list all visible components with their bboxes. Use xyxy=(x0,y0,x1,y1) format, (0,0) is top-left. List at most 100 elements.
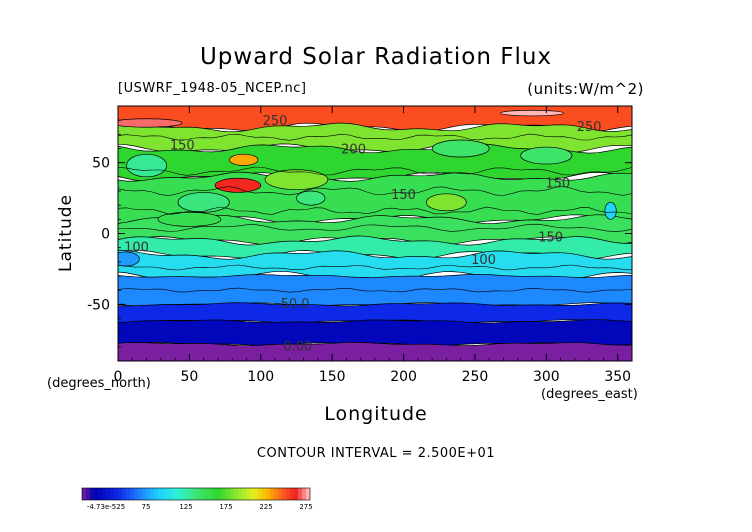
colorbar-tick-label: -4.73e-525 xyxy=(87,503,125,511)
x-tick-label: 300 xyxy=(533,369,560,385)
heatmap-feature xyxy=(431,139,490,158)
colorbar-tick-label: 175 xyxy=(219,503,232,511)
colorbar-swatch xyxy=(194,488,199,500)
x-tick-label: 150 xyxy=(319,369,346,385)
heatmap-feature xyxy=(604,201,617,220)
contour-label: 250 xyxy=(577,120,602,135)
y-tick-label: 0 xyxy=(101,227,110,243)
colorbar-swatch xyxy=(182,488,187,500)
heatmap-feature xyxy=(426,193,467,212)
colorbar-swatch xyxy=(146,488,151,500)
contour-label: 100 xyxy=(124,240,149,255)
colorbar-swatch xyxy=(234,488,239,500)
heatmap-feature xyxy=(126,153,167,178)
heatmap-feature xyxy=(264,169,329,190)
x-tick-label: 200 xyxy=(390,369,417,385)
colorbar-swatch xyxy=(114,488,119,500)
colorbar-swatch xyxy=(118,488,123,500)
contour-label: 0.00 xyxy=(283,339,312,354)
y-tick-label: 50 xyxy=(92,156,110,172)
heatmap-band xyxy=(118,122,632,154)
x-axis-label: Longitude xyxy=(324,403,428,425)
colorbar-swatch xyxy=(134,488,139,500)
contour-line xyxy=(118,166,632,176)
x-unit-label: (degrees_east) xyxy=(541,387,638,402)
colorbar-swatch xyxy=(290,488,295,500)
colorbar-swatch xyxy=(270,488,275,500)
contour-interval-text: CONTOUR INTERVAL = 2.500E+01 xyxy=(256,446,496,461)
heatmap-feature xyxy=(500,109,564,117)
axes: 0 50 100 150 200 250 300 350 -50 0 50 xyxy=(87,106,632,385)
file-label: [USWRF_1948-05_NCEP.nc] xyxy=(118,81,307,96)
x-tick-label: 50 xyxy=(180,369,198,385)
contour-label: 250 xyxy=(263,114,288,129)
colorbar-frame xyxy=(81,487,311,501)
heatmap-feature xyxy=(177,192,230,213)
colorbar-swatch xyxy=(122,488,127,500)
x-tick-label: 250 xyxy=(462,369,489,385)
y-axis-label: Latitude xyxy=(56,194,76,272)
colorbar-swatch xyxy=(170,488,175,500)
colorbar-swatch xyxy=(162,488,167,500)
contour-labels: 250 250 150 200 150 150 150 100 100 50.0 0.00 xyxy=(124,114,601,354)
heatmap-feature xyxy=(229,153,259,166)
colorbar-swatch xyxy=(302,488,307,500)
colorbar-swatch xyxy=(202,488,207,500)
contour-line xyxy=(118,287,632,293)
colorbar-swatch xyxy=(238,488,243,500)
colorbar-swatch xyxy=(142,488,147,500)
y-unit-label: (degrees_north) xyxy=(47,376,151,391)
colorbar-swatch xyxy=(214,488,219,500)
colorbar-swatch xyxy=(154,488,159,500)
colorbar-swatch xyxy=(98,488,103,500)
contour-label: 150 xyxy=(545,177,570,192)
colorbar-tick-label: 225 xyxy=(259,503,272,511)
colorbar-swatch xyxy=(262,488,267,500)
colorbar-swatch xyxy=(126,488,131,500)
colorbar-swatch xyxy=(230,488,235,500)
colorbar-swatch xyxy=(226,488,231,500)
colorbar-swatch xyxy=(110,488,115,500)
colorbar-swatch xyxy=(218,488,223,500)
heatmap-feature xyxy=(157,211,222,227)
colorbar-swatch xyxy=(246,488,251,500)
colorbar-swatch xyxy=(250,488,255,500)
contour-line xyxy=(118,186,632,196)
colorbar-tick-label: 125 xyxy=(179,503,192,511)
colorbar-swatch xyxy=(210,488,215,500)
colorbar-swatch xyxy=(150,488,155,500)
colorbar-swatch xyxy=(282,488,287,500)
colorbar-swatch xyxy=(174,488,179,500)
colorbar-swatch xyxy=(166,488,171,500)
colorbar-swatch xyxy=(266,488,271,500)
heatmap-field xyxy=(118,106,632,361)
heatmap-feature xyxy=(296,190,326,206)
colorbar-swatch xyxy=(158,488,163,500)
colorbar-swatch xyxy=(86,488,91,500)
heatmap-feature xyxy=(214,177,262,193)
colorbar-swatch xyxy=(90,488,95,500)
colorbar-swatch xyxy=(190,488,195,500)
colorbar-swatch xyxy=(186,488,191,500)
colorbar-swatch xyxy=(242,488,247,500)
heatmap-feature xyxy=(520,146,573,165)
chart-title: Upward Solar Radiation Flux xyxy=(199,44,553,70)
colorbar-swatch xyxy=(274,488,279,500)
colorbar-swatch xyxy=(294,488,299,500)
contour-label: 150 xyxy=(538,230,563,245)
heatmap-feature xyxy=(118,118,183,128)
contour-label: 200 xyxy=(341,143,366,158)
colorbar-swatch xyxy=(206,488,211,500)
colorbar-tick-label: 75 xyxy=(142,503,151,511)
heatmap-band xyxy=(118,249,632,281)
colorbar-swatch xyxy=(258,488,263,500)
contour-label: 100 xyxy=(471,253,496,268)
colorbar-swatch xyxy=(298,488,303,500)
colorbar-swatch xyxy=(222,488,227,500)
x-tick-label: 100 xyxy=(247,369,274,385)
colorbar-swatch xyxy=(94,488,99,500)
colorbar-swatch xyxy=(306,488,311,500)
contour-line xyxy=(118,206,632,215)
